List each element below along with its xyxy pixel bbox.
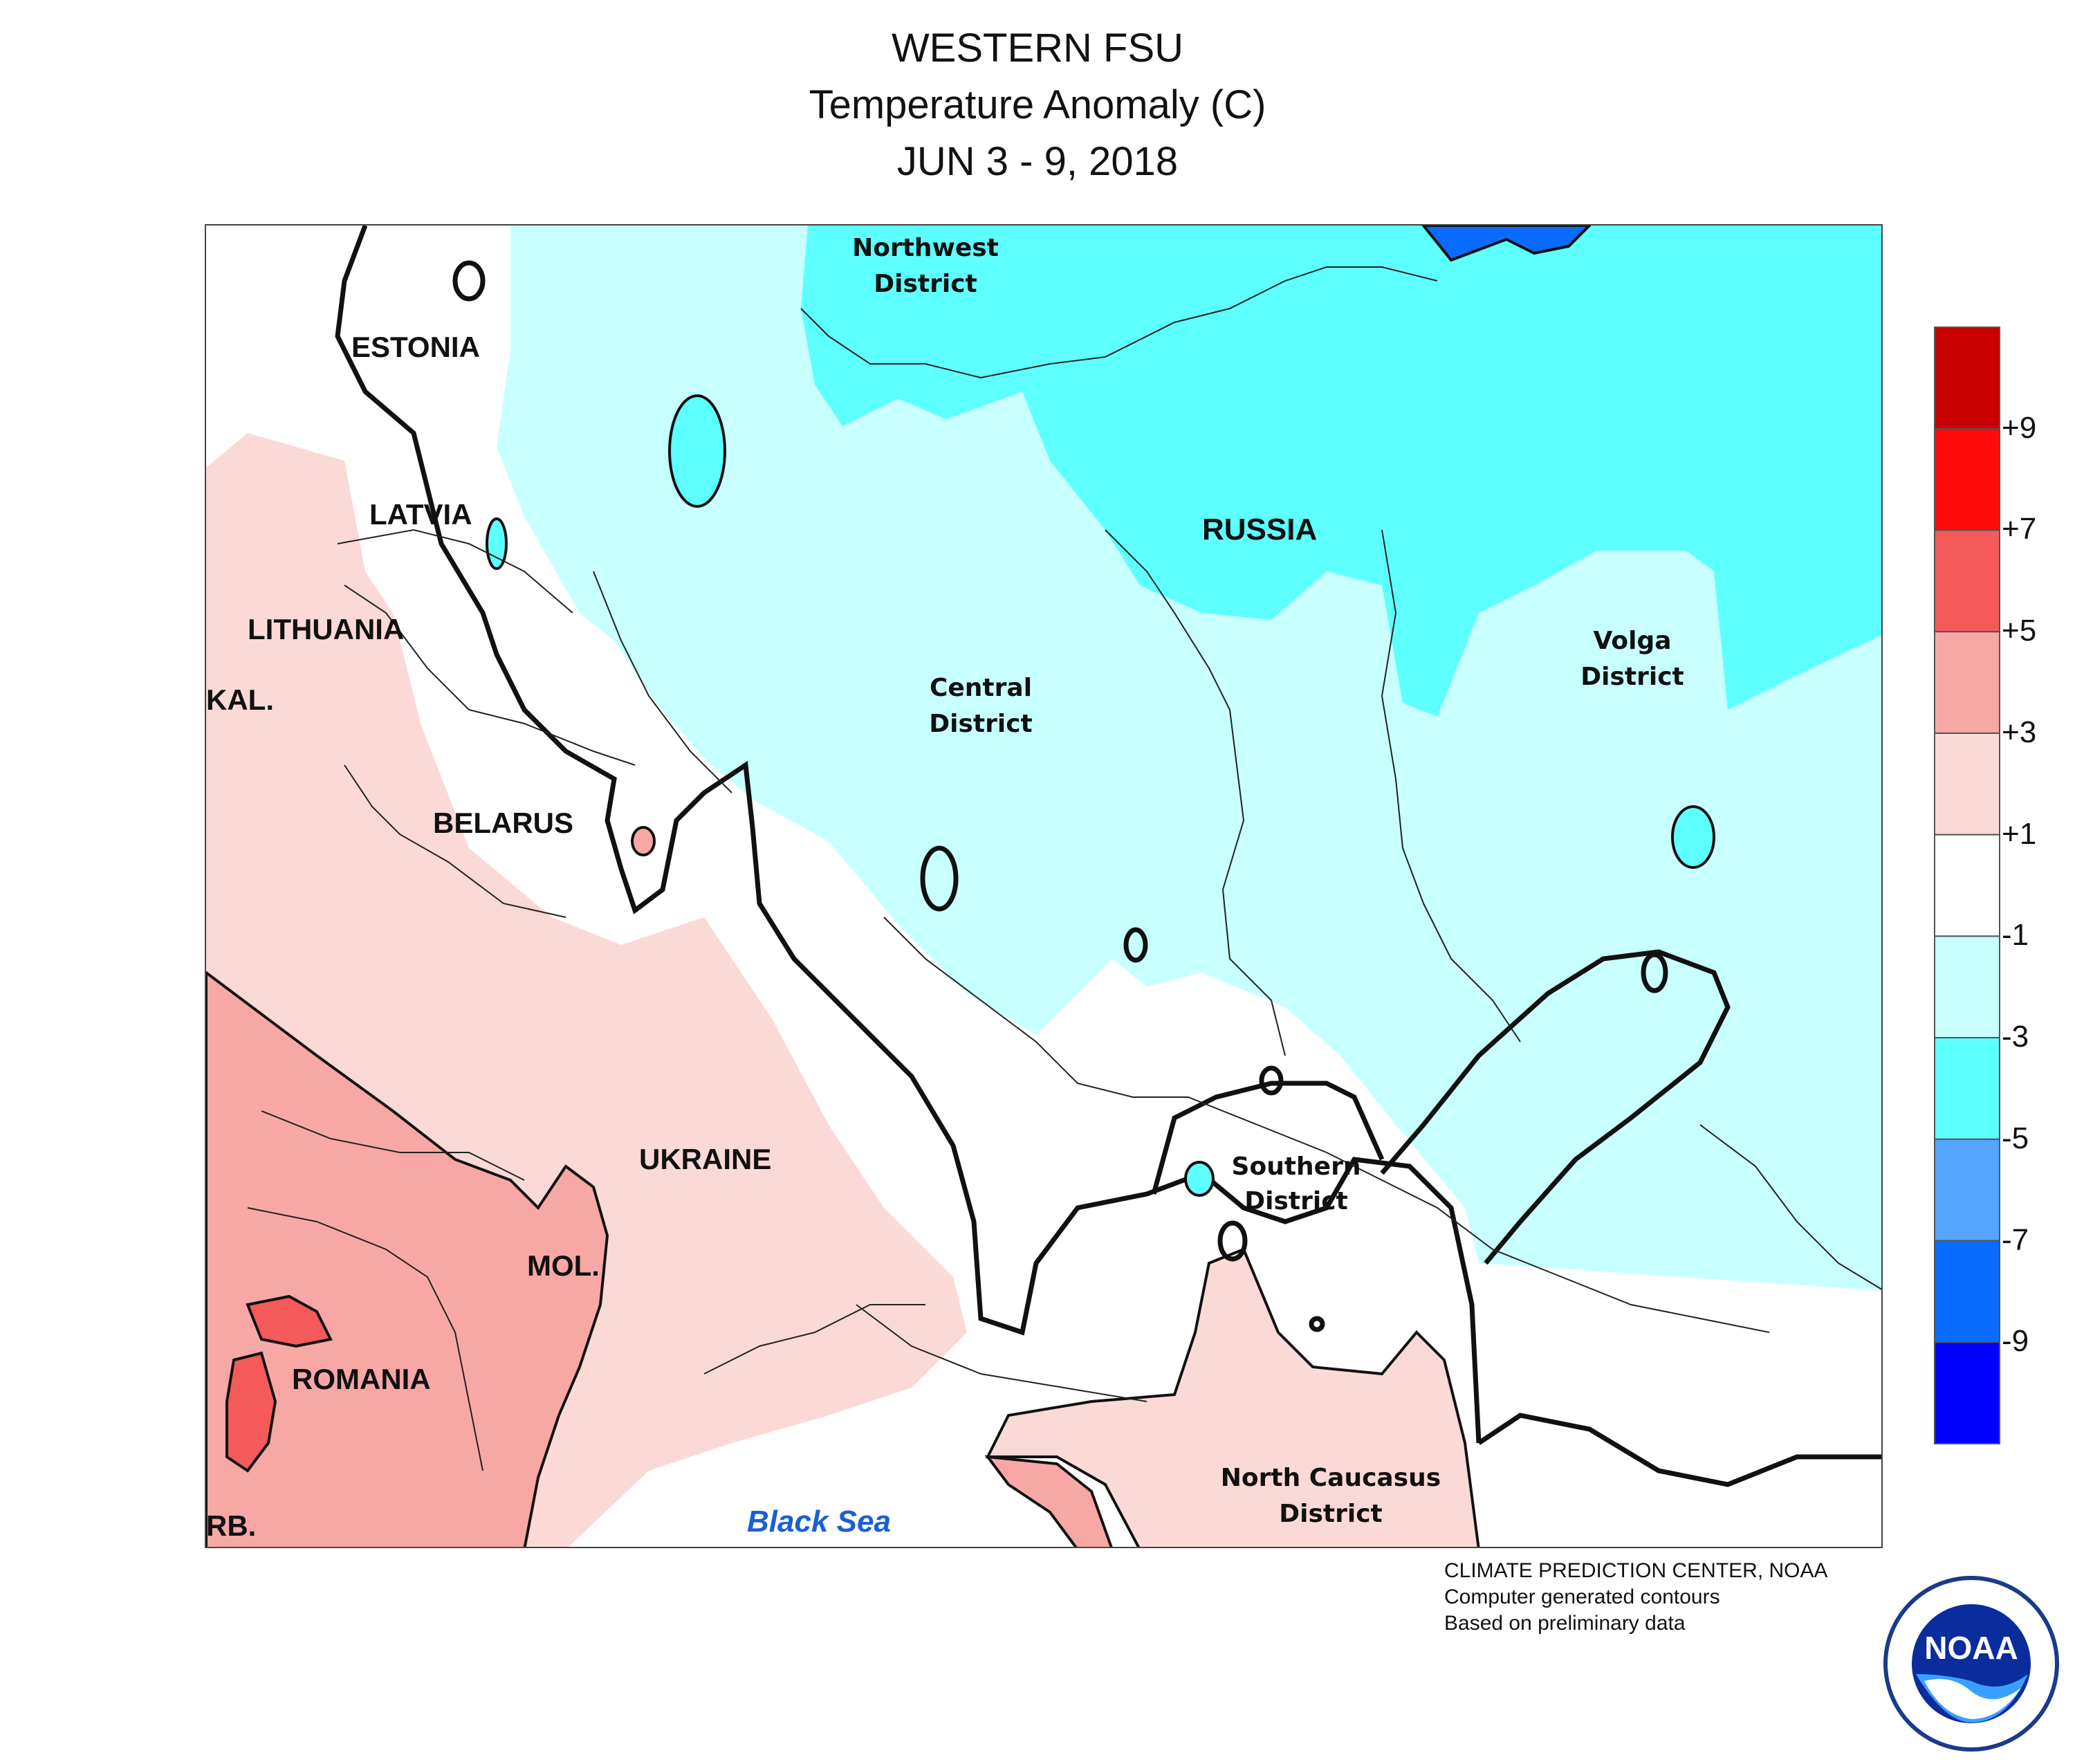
legend-bin bbox=[1934, 631, 2000, 734]
legend-bin bbox=[1934, 935, 2000, 1039]
legend-tick-label: +7 bbox=[2002, 512, 2037, 546]
label-central-district-1: Central bbox=[930, 674, 1032, 702]
anomaly-blob-white-d bbox=[486, 517, 508, 570]
label-black-sea: Black Sea bbox=[747, 1505, 891, 1538]
label-central-district-2: District bbox=[929, 710, 1033, 738]
anomaly-blob-cyan-c bbox=[1184, 1161, 1215, 1197]
label-north-caucasus-district-2: District bbox=[1279, 1500, 1383, 1528]
label-southern-district-2: District bbox=[1244, 1187, 1348, 1215]
anomaly-map: ESTONIA LATVIA LITHUANIA KAL. BELARUS UK… bbox=[205, 224, 1883, 1548]
legend-tick-label: +9 bbox=[2002, 410, 2037, 445]
legend-bin bbox=[1934, 327, 2000, 430]
contour-lines bbox=[335, 226, 1881, 1487]
legend-tick-label: -7 bbox=[2002, 1222, 2029, 1257]
legend-bin bbox=[1934, 1037, 2000, 1140]
label-kal: KAL. bbox=[206, 683, 274, 716]
anomaly-blob-pink-e bbox=[631, 826, 656, 856]
map-subtitle: Temperature Anomaly (C) bbox=[809, 82, 1266, 127]
noaa-logo-text: NOAA bbox=[1924, 1630, 2018, 1666]
label-latvia: LATVIA bbox=[369, 498, 472, 531]
label-northwest-district-2: District bbox=[874, 270, 977, 298]
border-lines bbox=[247, 266, 1881, 1471]
legend-tick-label: +5 bbox=[2002, 614, 2037, 648]
anomaly-blob-cyan-a bbox=[668, 394, 726, 508]
anomaly-region-plus3-to-plus5 bbox=[206, 971, 609, 1547]
anomaly-region-plus3-to-plus5-caucasus bbox=[984, 1455, 1113, 1547]
legend-bin bbox=[1934, 732, 2000, 836]
legend-bin bbox=[1934, 834, 2000, 937]
label-north-caucasus-district-1: North Caucasus bbox=[1221, 1464, 1441, 1492]
map-date-range: JUN 3 - 9, 2018 bbox=[896, 139, 1179, 184]
label-estonia: ESTONIA bbox=[351, 331, 480, 363]
label-volga-district-2: District bbox=[1580, 663, 1684, 691]
anomaly-map-svg: ESTONIA LATVIA LITHUANIA KAL. BELARUS UK… bbox=[206, 226, 1881, 1547]
legend-bin bbox=[1934, 1240, 2000, 1343]
label-russia: RUSSIA bbox=[1202, 513, 1317, 546]
label-ukraine: UKRAINE bbox=[639, 1143, 771, 1175]
label-romania: ROMANIA bbox=[292, 1363, 431, 1395]
label-lithuania: LITHUANIA bbox=[248, 613, 404, 645]
noaa-logo-icon: NOAA bbox=[1883, 1576, 2059, 1752]
credit-line-3: Based on preliminary data bbox=[1444, 1612, 1686, 1635]
legend-tick-label: -9 bbox=[2002, 1324, 2029, 1359]
anomaly-region-plus5-to-plus7-a bbox=[246, 1294, 333, 1348]
legend-tick-label: -3 bbox=[2002, 1020, 2029, 1054]
legend-bin bbox=[1934, 428, 2000, 531]
anomaly-region-plus1-to-plus3-caucasus bbox=[985, 1247, 1480, 1547]
legend-tick-label: +3 bbox=[2002, 715, 2037, 749]
anomaly-region-minus3-to-minus5 bbox=[801, 226, 1881, 717]
credit-line-1: CLIMATE PREDICTION CENTER, NOAA bbox=[1444, 1559, 1828, 1582]
anomaly-region-plus5-to-plus7-b bbox=[225, 1351, 277, 1473]
legend-tick-label: -1 bbox=[2002, 918, 2029, 953]
credit-line-2: Computer generated contours bbox=[1444, 1586, 1720, 1608]
label-northwest-district-1: Northwest bbox=[852, 234, 999, 262]
map-title: WESTERN FSU bbox=[891, 26, 1184, 71]
legend-bin bbox=[1934, 529, 2000, 633]
label-volga-district-1: Volga bbox=[1593, 627, 1671, 655]
anomaly-region-minus7-to-minus9 bbox=[1421, 226, 1592, 262]
label-srb: RB. bbox=[206, 1509, 256, 1542]
label-belarus: BELARUS bbox=[433, 807, 573, 839]
color-legend bbox=[1934, 327, 2000, 1444]
legend-bin bbox=[1934, 1138, 2000, 1242]
label-mol: MOL. bbox=[527, 1249, 600, 1282]
label-southern-district-1: Southern bbox=[1232, 1152, 1361, 1181]
legend-tick-label: +1 bbox=[2002, 816, 2037, 851]
legend-bin bbox=[1934, 1341, 2000, 1444]
anomaly-blob-cyan-b bbox=[1671, 805, 1715, 869]
legend-tick-label: -5 bbox=[2002, 1121, 2029, 1155]
